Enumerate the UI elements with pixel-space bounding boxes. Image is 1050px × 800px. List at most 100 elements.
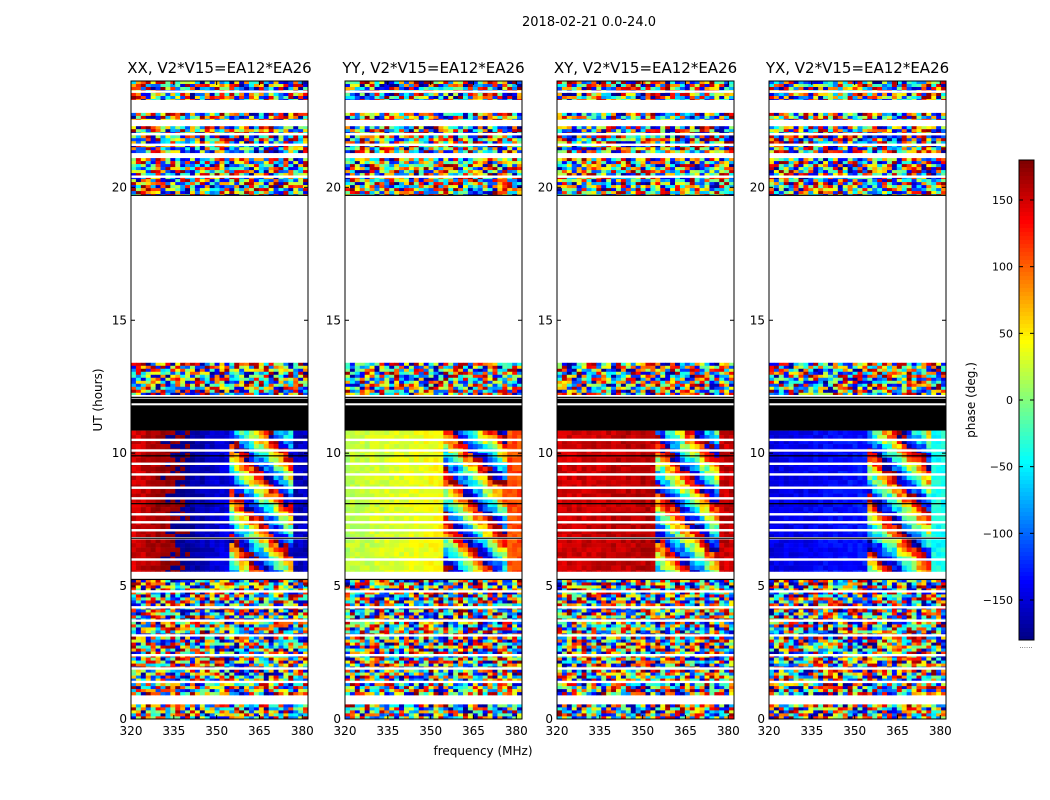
cell [293, 507, 299, 512]
cell [155, 444, 161, 449]
cell [239, 380, 245, 385]
cell [273, 87, 279, 91]
cell [399, 704, 405, 708]
cell [155, 612, 161, 616]
cell [199, 84, 206, 88]
cell [165, 126, 171, 130]
cell [160, 588, 166, 592]
cell [209, 170, 215, 174]
cell [263, 534, 270, 539]
cell [273, 627, 279, 631]
cell [249, 663, 255, 667]
cell [185, 591, 191, 595]
cell [253, 609, 260, 613]
cell [155, 639, 161, 643]
cell [263, 609, 270, 613]
cell [214, 457, 220, 463]
cell [140, 686, 147, 690]
cell [273, 377, 279, 382]
cell [463, 651, 469, 655]
cell [418, 663, 425, 667]
cell [194, 716, 201, 719]
cell [244, 663, 250, 667]
cell [428, 707, 434, 711]
cell [288, 87, 294, 91]
cell [249, 627, 255, 631]
cell [288, 582, 294, 586]
cell [263, 96, 270, 100]
cell [288, 371, 294, 376]
cell [399, 639, 405, 643]
cell [185, 386, 191, 391]
cell [219, 84, 225, 88]
cell [239, 636, 245, 640]
cell [135, 588, 142, 592]
cell [278, 713, 284, 717]
cell [180, 675, 186, 679]
cell [268, 475, 274, 481]
cell [443, 713, 449, 717]
cell [155, 609, 161, 613]
cell [224, 173, 230, 177]
cell [131, 538, 137, 544]
cell [507, 716, 513, 719]
cell [204, 689, 211, 693]
cell [135, 639, 142, 643]
cell [190, 377, 196, 382]
cell [145, 182, 152, 186]
cell [239, 683, 245, 687]
cell [423, 713, 429, 717]
cell [135, 565, 142, 571]
cell [288, 704, 294, 708]
cell [512, 645, 518, 649]
cell [185, 164, 191, 168]
cell [175, 704, 181, 708]
cell [229, 565, 235, 571]
cell [185, 99, 191, 100]
cell [517, 648, 522, 652]
cell [298, 663, 304, 667]
cell [288, 529, 294, 535]
cell [219, 99, 225, 100]
cell [428, 692, 434, 696]
cell [453, 642, 459, 646]
cell [180, 692, 186, 696]
cell [150, 615, 156, 619]
cell [283, 633, 289, 635]
cell [298, 707, 304, 711]
cell [293, 493, 299, 499]
cell [180, 498, 186, 503]
cell [194, 609, 201, 613]
cell [288, 594, 294, 598]
cell [224, 179, 230, 183]
cell [145, 138, 152, 142]
cell [229, 96, 235, 100]
cell [239, 93, 245, 97]
cell [482, 648, 488, 652]
cell [364, 645, 370, 649]
cell [288, 627, 294, 631]
cell [258, 627, 265, 631]
cell [283, 93, 289, 97]
cell [278, 435, 284, 440]
cell [258, 507, 265, 512]
cell [214, 636, 220, 640]
cell [482, 713, 488, 717]
cell [219, 642, 225, 646]
cell [258, 579, 265, 583]
cell [293, 621, 299, 625]
cell [165, 182, 171, 186]
cell [253, 129, 260, 133]
cell [214, 600, 220, 604]
cell [283, 642, 289, 646]
cell [209, 686, 215, 690]
cell [135, 457, 142, 463]
cell [288, 502, 294, 508]
cell [229, 383, 235, 388]
cell [364, 689, 370, 693]
cell [288, 362, 294, 367]
cell [199, 538, 206, 544]
cell [298, 660, 304, 664]
cell [298, 115, 304, 120]
